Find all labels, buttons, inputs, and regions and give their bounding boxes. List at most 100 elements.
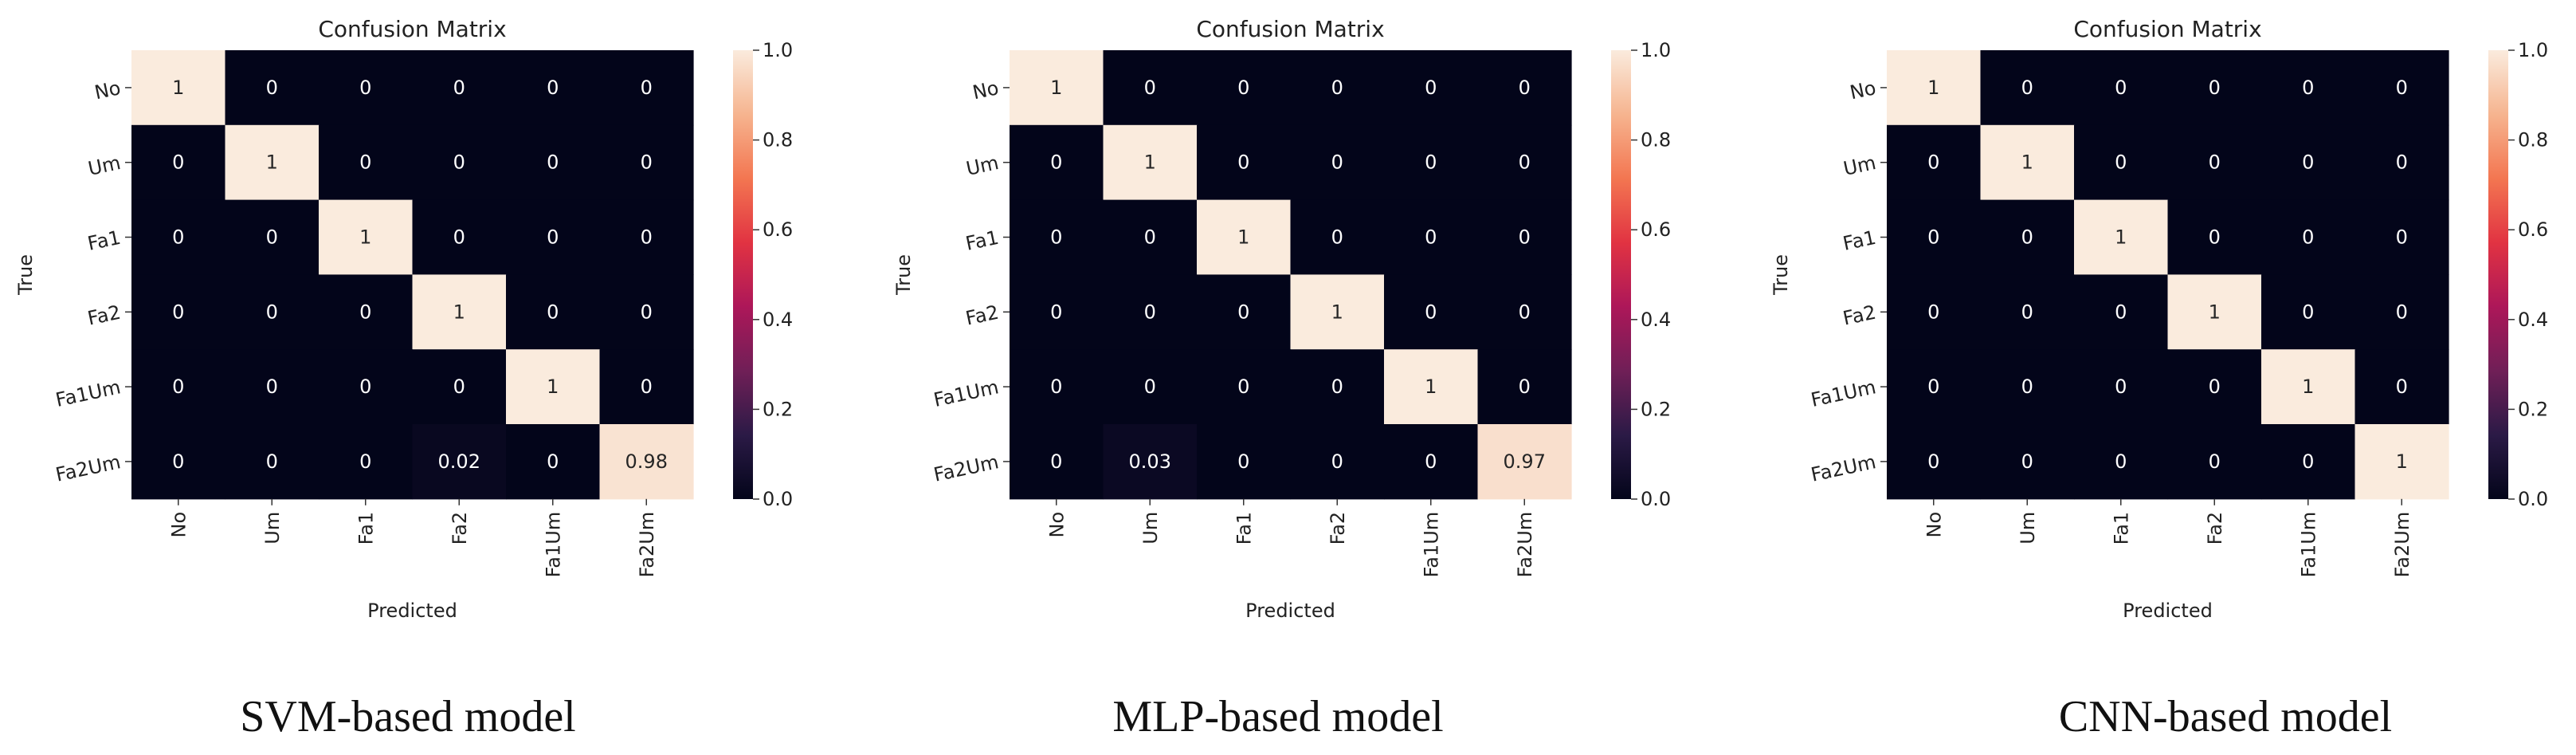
chart-title: Confusion Matrix — [318, 16, 506, 42]
cell-value-label: 0 — [266, 376, 278, 398]
cell-value-label: 0.03 — [1129, 450, 1171, 473]
colorbar — [2488, 50, 2508, 499]
heatmap-cell — [412, 274, 507, 350]
cell-value-label: 0 — [1519, 376, 1531, 398]
cell-value-label: 1 — [359, 226, 371, 249]
heatmap-cell — [1290, 349, 1385, 425]
heatmap-cell — [319, 274, 414, 350]
heatmap-cell — [2354, 349, 2449, 425]
colorbar-tick-label: 0.4 — [763, 309, 793, 331]
heatmap-cell — [2074, 424, 2169, 500]
heatmap-cell — [1477, 274, 1572, 350]
heatmap-cell — [412, 50, 507, 126]
cell-value-label: 1 — [2115, 226, 2127, 249]
heatmap-cell — [1384, 274, 1479, 350]
cell-value-label: 0 — [1237, 151, 1249, 174]
y-tick-label: Um — [86, 151, 123, 180]
heatmap-cell — [1384, 349, 1479, 425]
colorbar-tick-label: 0.6 — [1641, 218, 1671, 241]
heatmap-cell — [225, 274, 320, 350]
panel-caption: MLP-based model — [1112, 692, 1443, 741]
cell-value-label: 0 — [266, 301, 278, 323]
cell-value-label: 0 — [641, 376, 653, 398]
cell-value-label: 0 — [359, 376, 371, 398]
cell-value-label: 0 — [1425, 77, 1437, 99]
x-tick-label: Fa2 — [2204, 512, 2226, 545]
cell-value-label: 0 — [1331, 450, 1343, 473]
y-tick-label: Fa1Um — [53, 376, 123, 411]
x-tick-label: Um — [261, 512, 284, 545]
y-tick-label: Fa2Um — [931, 450, 1001, 486]
heatmap-cell — [1887, 50, 1982, 126]
y-tick-label: No — [970, 77, 1001, 104]
y-tick-label: Fa2 — [1841, 301, 1877, 330]
heatmap-cell — [1980, 274, 2075, 350]
heatmap-cell — [131, 50, 226, 126]
x-tick-label: No — [1923, 512, 1946, 538]
heatmap-cell — [1010, 349, 1104, 425]
x-tick-label: Fa1 — [2111, 512, 2133, 545]
cell-value-label: 0 — [453, 77, 465, 99]
heatmap-cell — [1010, 274, 1104, 350]
cell-value-label: 1 — [2209, 301, 2221, 323]
cell-value-label: 0 — [172, 301, 184, 323]
x-tick-label: Fa1 — [1233, 512, 1256, 545]
y-tick-label: Fa2Um — [53, 450, 123, 486]
heatmap-cell — [2167, 424, 2262, 500]
y-tick-label: No — [1848, 77, 1878, 104]
heatmap-cell — [2354, 124, 2449, 201]
x-axis-label: Predicted — [2123, 600, 2213, 622]
cell-value-label: 0 — [2302, 77, 2314, 99]
heatmap-cell — [2261, 199, 2356, 275]
cell-value-label: 0 — [1237, 77, 1249, 99]
y-tick-label: Fa1 — [963, 226, 1000, 255]
heatmap-cell — [1384, 124, 1479, 201]
cell-value-label: 0 — [2021, 226, 2033, 249]
x-tick-label: Fa2 — [449, 512, 471, 545]
colorbar — [1611, 50, 1631, 499]
heatmap-cell — [1290, 50, 1385, 126]
cell-value-label: 0 — [359, 151, 371, 174]
cell-value-label: 0 — [2302, 450, 2314, 473]
cell-value-label: 0 — [1519, 77, 1531, 99]
heatmap-cell — [1980, 50, 2075, 126]
cell-value-label: 0 — [2021, 77, 2033, 99]
heatmap-cell — [131, 274, 226, 350]
heatmap-cell — [2261, 349, 2356, 425]
heatmap-cell — [1980, 424, 2075, 500]
heatmap-cell — [2167, 199, 2262, 275]
panel-caption: CNN-based model — [2059, 692, 2392, 741]
cell-value-label: 1 — [172, 77, 184, 99]
colorbar-tick-label: 0.0 — [763, 488, 793, 510]
heatmap-cell — [599, 199, 694, 275]
heatmap-cell — [1980, 349, 2075, 425]
heatmap-cell — [1197, 50, 1292, 126]
cell-value-label: 0 — [1144, 226, 1156, 249]
heatmap-cell — [506, 124, 601, 201]
y-tick-label: Fa1Um — [931, 376, 1001, 411]
heatmap-cell — [1477, 50, 1572, 126]
heatmap-cell — [225, 199, 320, 275]
heatmap-cell — [131, 124, 226, 201]
heatmap-cell — [2167, 50, 2262, 126]
cell-value-label: 1 — [547, 376, 559, 398]
colorbar-tick-label: 0.6 — [763, 218, 793, 241]
heatmap-cell — [1010, 424, 1104, 500]
y-tick-label: Fa1Um — [1809, 376, 1878, 411]
y-tick-label: Um — [964, 151, 1001, 180]
heatmap-cell — [2074, 124, 2169, 201]
heatmap-cell — [2074, 50, 2169, 126]
colorbar-tick-label: 0.2 — [763, 398, 793, 420]
cell-value-label: 0 — [641, 301, 653, 323]
colorbar-tick-label: 0.2 — [1641, 398, 1671, 420]
heatmap-cell — [1197, 274, 1292, 350]
heatmap-cell — [1103, 199, 1198, 275]
heatmap-cell — [1887, 424, 1982, 500]
cell-value-label: 0 — [1425, 151, 1437, 174]
colorbar-tick-label: 1.0 — [1641, 39, 1671, 61]
y-axis-label: True — [1770, 254, 1792, 296]
heatmap-cell — [1290, 124, 1385, 201]
cell-value-label: 0 — [2396, 77, 2408, 99]
cell-value-label: 0 — [1050, 376, 1062, 398]
cell-value-label: 0 — [266, 77, 278, 99]
